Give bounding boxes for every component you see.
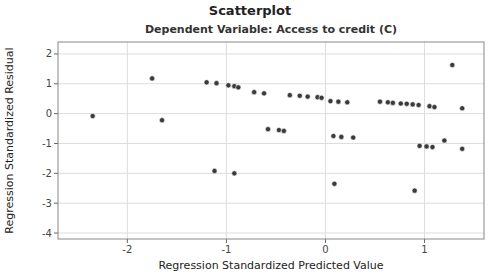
tick-mark (424, 239, 425, 243)
tick-mark (226, 239, 227, 243)
grid-line (58, 173, 484, 174)
grid-line (226, 42, 227, 239)
point (460, 106, 465, 111)
plot-frame (58, 42, 484, 239)
points (90, 62, 465, 193)
point (328, 99, 333, 104)
tick-label: 1 (46, 78, 52, 89)
tick-mark (325, 239, 326, 243)
point (427, 104, 432, 109)
point (424, 144, 429, 149)
point (377, 99, 382, 104)
point (412, 188, 417, 193)
tick-mark (54, 233, 58, 234)
point (90, 113, 95, 118)
tick-mark (127, 239, 128, 243)
grid (58, 42, 484, 239)
point (404, 101, 409, 106)
chart: Scatterplot Dependent Variable: Access to… (0, 0, 500, 275)
grid-line (58, 233, 484, 234)
point (331, 133, 336, 138)
tick-label: -3 (42, 198, 52, 209)
point (261, 91, 266, 96)
point (226, 83, 231, 88)
tick-mark (54, 83, 58, 84)
tick-label: -4 (42, 228, 52, 239)
tick-mark (54, 143, 58, 144)
point (432, 104, 437, 109)
point (150, 76, 155, 81)
point (281, 128, 286, 133)
tick-label: 0 (46, 108, 52, 119)
point (265, 127, 270, 132)
tick-label: -1 (42, 138, 52, 149)
point (305, 94, 310, 99)
subtitle: Dependent Variable: Access to credit (C) (145, 23, 397, 36)
grid-line (325, 42, 326, 239)
tick-label: 0 (322, 244, 328, 255)
y-axis-label: Regression Standardized Residual (3, 47, 16, 233)
point (417, 143, 422, 148)
point (336, 99, 341, 104)
point (345, 100, 350, 105)
grid-line (58, 203, 484, 204)
point (450, 62, 455, 67)
tick-label: -1 (221, 244, 231, 255)
tick-label: -2 (42, 168, 52, 179)
point (410, 102, 415, 107)
grid-line (127, 42, 128, 239)
grid-line (58, 83, 484, 84)
point (297, 93, 302, 98)
tick-mark (54, 173, 58, 174)
point (214, 81, 219, 86)
grid-line (424, 42, 425, 239)
point (236, 85, 241, 90)
point (159, 118, 164, 123)
grid-line (58, 113, 484, 114)
title: Scatterplot (209, 3, 291, 18)
point (287, 93, 292, 98)
point (276, 127, 281, 132)
tick-label: 1 (421, 244, 427, 255)
tick-mark (54, 113, 58, 114)
point (252, 90, 257, 95)
point (332, 181, 337, 186)
tick-mark (54, 53, 58, 54)
axes: -2 -1 0 1 -4 -3 -2 -1 0 1 2 (42, 42, 484, 255)
x-axis-label: Regression Standardized Predicted Value (158, 259, 383, 272)
point (339, 134, 344, 139)
point (398, 101, 403, 106)
tick-label: -2 (122, 244, 132, 255)
point (232, 171, 237, 176)
point (416, 102, 421, 107)
point (390, 100, 395, 105)
point (430, 144, 435, 149)
point (442, 138, 447, 143)
tick-mark (54, 203, 58, 204)
point (212, 168, 217, 173)
grid-line (58, 53, 484, 54)
point (385, 100, 390, 105)
tick-label: 2 (46, 48, 52, 59)
point (204, 80, 209, 85)
point (351, 135, 356, 140)
point (319, 95, 324, 100)
point (460, 146, 465, 151)
